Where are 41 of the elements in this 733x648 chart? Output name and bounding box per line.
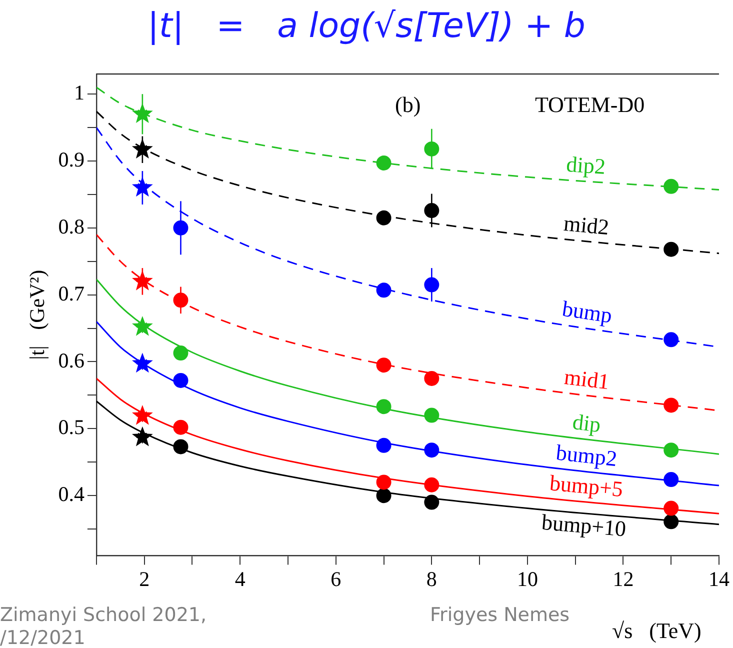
text: bump+5 — [548, 470, 624, 502]
point — [664, 398, 679, 413]
x-tick-label: 14 — [708, 566, 730, 591]
y-tick-label: 0.6 — [58, 348, 84, 372]
text: dip — [571, 408, 602, 438]
x-axis-title: √s (TeV) — [612, 618, 702, 644]
x-tick-label: 2 — [139, 566, 150, 591]
point — [424, 370, 440, 386]
text: /12/2021 — [0, 627, 86, 648]
point — [376, 358, 392, 373]
y-tick-label: 1 — [74, 80, 84, 105]
point — [664, 242, 679, 257]
x-tick-label: 4 — [234, 566, 246, 591]
x-tick-label: 12 — [612, 566, 634, 591]
point — [376, 156, 392, 170]
y-tick-label: 0.7 — [58, 281, 84, 306]
y-tick-label: 0.9 — [58, 148, 84, 172]
y-axis-title: |t| (GeV²) — [25, 270, 50, 360]
annotation: TOTEM-D0 — [535, 92, 645, 118]
x-tick-label: 10 — [516, 566, 538, 591]
point — [376, 282, 392, 298]
text: Zimanyi School 2021, — [0, 604, 207, 626]
text: mid2 — [562, 210, 610, 240]
text: bump — [560, 296, 614, 328]
series-label: dip2 — [566, 151, 606, 179]
annotation: (b) — [395, 92, 421, 118]
line-series — [96, 86, 719, 191]
series-label: bump+10 — [540, 509, 628, 542]
chart-title: |t| = a log(√s[TeV]) + b — [146, 6, 586, 46]
x-tick-label: 8 — [426, 566, 437, 591]
point — [664, 178, 679, 194]
text: bump2 — [554, 440, 618, 472]
text: Frigyes Nemes — [430, 604, 570, 626]
y-tick-label: 0.5 — [58, 415, 84, 440]
y-tick-label: 0.8 — [58, 214, 84, 238]
point — [664, 332, 679, 348]
text: mid1 — [562, 364, 611, 394]
point — [173, 346, 188, 361]
x-tick-label: 6 — [330, 566, 342, 591]
point — [376, 210, 392, 226]
y-tick-label: 0.4 — [58, 482, 85, 506]
